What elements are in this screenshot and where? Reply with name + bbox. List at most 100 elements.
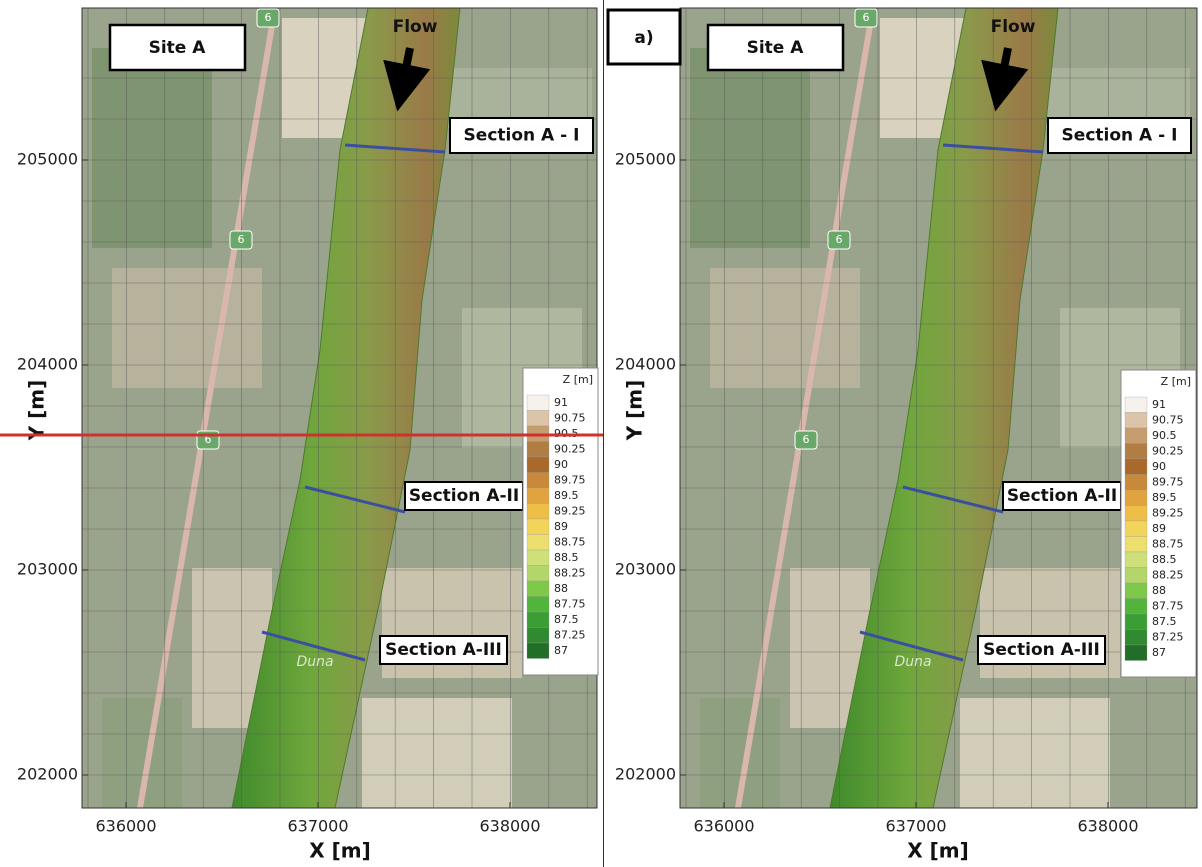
section-label: Section A-III xyxy=(385,640,502,660)
legend-swatch xyxy=(1125,444,1147,460)
y-tick-label: 204000 xyxy=(17,355,78,374)
legend-swatch xyxy=(1125,552,1147,568)
field xyxy=(710,268,860,388)
x-axis-label: X [m] xyxy=(907,839,969,863)
legend-swatch xyxy=(527,566,549,582)
section-label: Section A-II xyxy=(409,486,519,506)
legend-level: 89 xyxy=(554,520,568,533)
legend-swatch xyxy=(527,535,549,551)
legend-swatch xyxy=(1125,428,1147,444)
section-label: Section A - I xyxy=(464,126,580,146)
legend-title: Z [m] xyxy=(563,373,593,386)
legend-level: 90 xyxy=(554,458,568,471)
site-label: Site A xyxy=(747,38,805,58)
field xyxy=(960,698,1110,818)
x-tick-label: 638000 xyxy=(479,817,540,836)
x-tick-label: 637000 xyxy=(287,817,348,836)
legend-level: 90.75 xyxy=(1152,414,1184,427)
road-label: 6 xyxy=(863,11,870,24)
legend-swatch xyxy=(1125,490,1147,506)
legend-title: Z [m] xyxy=(1161,375,1191,388)
y-tick-label: 203000 xyxy=(615,560,676,579)
y-axis-label: Y [m] xyxy=(25,380,49,442)
legend-swatch xyxy=(527,488,549,504)
flow-label: Flow xyxy=(991,17,1036,37)
x-tick-label: 637000 xyxy=(885,817,946,836)
legend-level: 87.5 xyxy=(554,613,579,626)
y-tick-label: 205000 xyxy=(615,150,676,169)
legend-level: 88.25 xyxy=(1152,569,1184,582)
legend-level: 90.25 xyxy=(1152,445,1184,458)
river-label: Duna xyxy=(296,654,333,670)
legend-level: 89.75 xyxy=(554,474,586,487)
legend-swatch xyxy=(1125,645,1147,661)
legend-swatch xyxy=(527,504,549,520)
legend-swatch xyxy=(527,519,549,535)
x-tick-label: 638000 xyxy=(1077,817,1138,836)
legend-level: 87.75 xyxy=(554,598,586,611)
y-tick-label: 202000 xyxy=(615,765,676,784)
legend-level: 89.25 xyxy=(554,505,586,518)
road-label: 6 xyxy=(238,233,245,246)
legend-level: 90.75 xyxy=(554,412,586,425)
legend-level: 87.25 xyxy=(1152,631,1184,644)
legend-swatch xyxy=(527,395,549,411)
legend-swatch xyxy=(1125,521,1147,537)
section-label: Section A-III xyxy=(983,640,1100,660)
legend-level: 88 xyxy=(554,582,568,595)
legend-level: 90.5 xyxy=(1152,429,1177,442)
legend-swatch xyxy=(1125,506,1147,522)
site-label: Site A xyxy=(149,38,207,58)
legend-swatch xyxy=(527,628,549,644)
legend-swatch xyxy=(527,597,549,613)
legend-level: 87.25 xyxy=(554,629,586,642)
legend-level: 88.75 xyxy=(554,536,586,549)
legend-swatch xyxy=(527,411,549,427)
legend-swatch xyxy=(527,473,549,489)
legend-level: 87 xyxy=(1152,646,1166,659)
figure: 6 6 6 Duna Section A - I Section A-II Section … xyxy=(0,0,1202,867)
legend-level: 88 xyxy=(1152,584,1166,597)
x-tick-label: 636000 xyxy=(693,817,754,836)
legend-level: 90 xyxy=(1152,460,1166,473)
y-tick-label: 202000 xyxy=(17,765,78,784)
legend-swatch xyxy=(1125,397,1147,413)
y-tick-label: 204000 xyxy=(615,355,676,374)
legend-level: 89.5 xyxy=(554,489,579,502)
legend-swatch xyxy=(1125,537,1147,553)
legend-swatch xyxy=(1125,459,1147,475)
legend-level: 87 xyxy=(554,644,568,657)
x-tick-label: 636000 xyxy=(95,817,156,836)
legend-swatch xyxy=(527,550,549,566)
legend-level: 89 xyxy=(1152,522,1166,535)
legend-swatch xyxy=(1125,568,1147,584)
legend-swatch xyxy=(527,581,549,597)
y-tick-label: 203000 xyxy=(17,560,78,579)
road-label: 6 xyxy=(803,433,810,446)
flow-label: Flow xyxy=(393,17,438,37)
legend-level: 91 xyxy=(554,396,568,409)
legend-level: 89.75 xyxy=(1152,476,1184,489)
field xyxy=(362,698,512,818)
legend-swatch xyxy=(1125,475,1147,491)
legend-swatch xyxy=(1125,614,1147,630)
legend-swatch xyxy=(1125,599,1147,615)
legend-swatch xyxy=(527,643,549,659)
legend-level: 88.25 xyxy=(554,567,586,580)
legend-swatch xyxy=(1125,630,1147,646)
legend-level: 89.25 xyxy=(1152,507,1184,520)
road-label: 6 xyxy=(265,11,272,24)
legend-swatch xyxy=(1125,413,1147,429)
legend-level: 88.5 xyxy=(1152,553,1177,566)
field xyxy=(112,268,262,388)
y-axis-label: Y [m] xyxy=(623,380,647,442)
legend-swatch xyxy=(527,612,549,628)
legend-swatch xyxy=(527,442,549,458)
y-tick-label: 205000 xyxy=(17,150,78,169)
legend-level: 87.75 xyxy=(1152,600,1184,613)
river-label: Duna xyxy=(894,654,931,670)
legend-level: 90.25 xyxy=(554,443,586,456)
section-label: Section A-II xyxy=(1007,486,1117,506)
legend-swatch xyxy=(527,457,549,473)
